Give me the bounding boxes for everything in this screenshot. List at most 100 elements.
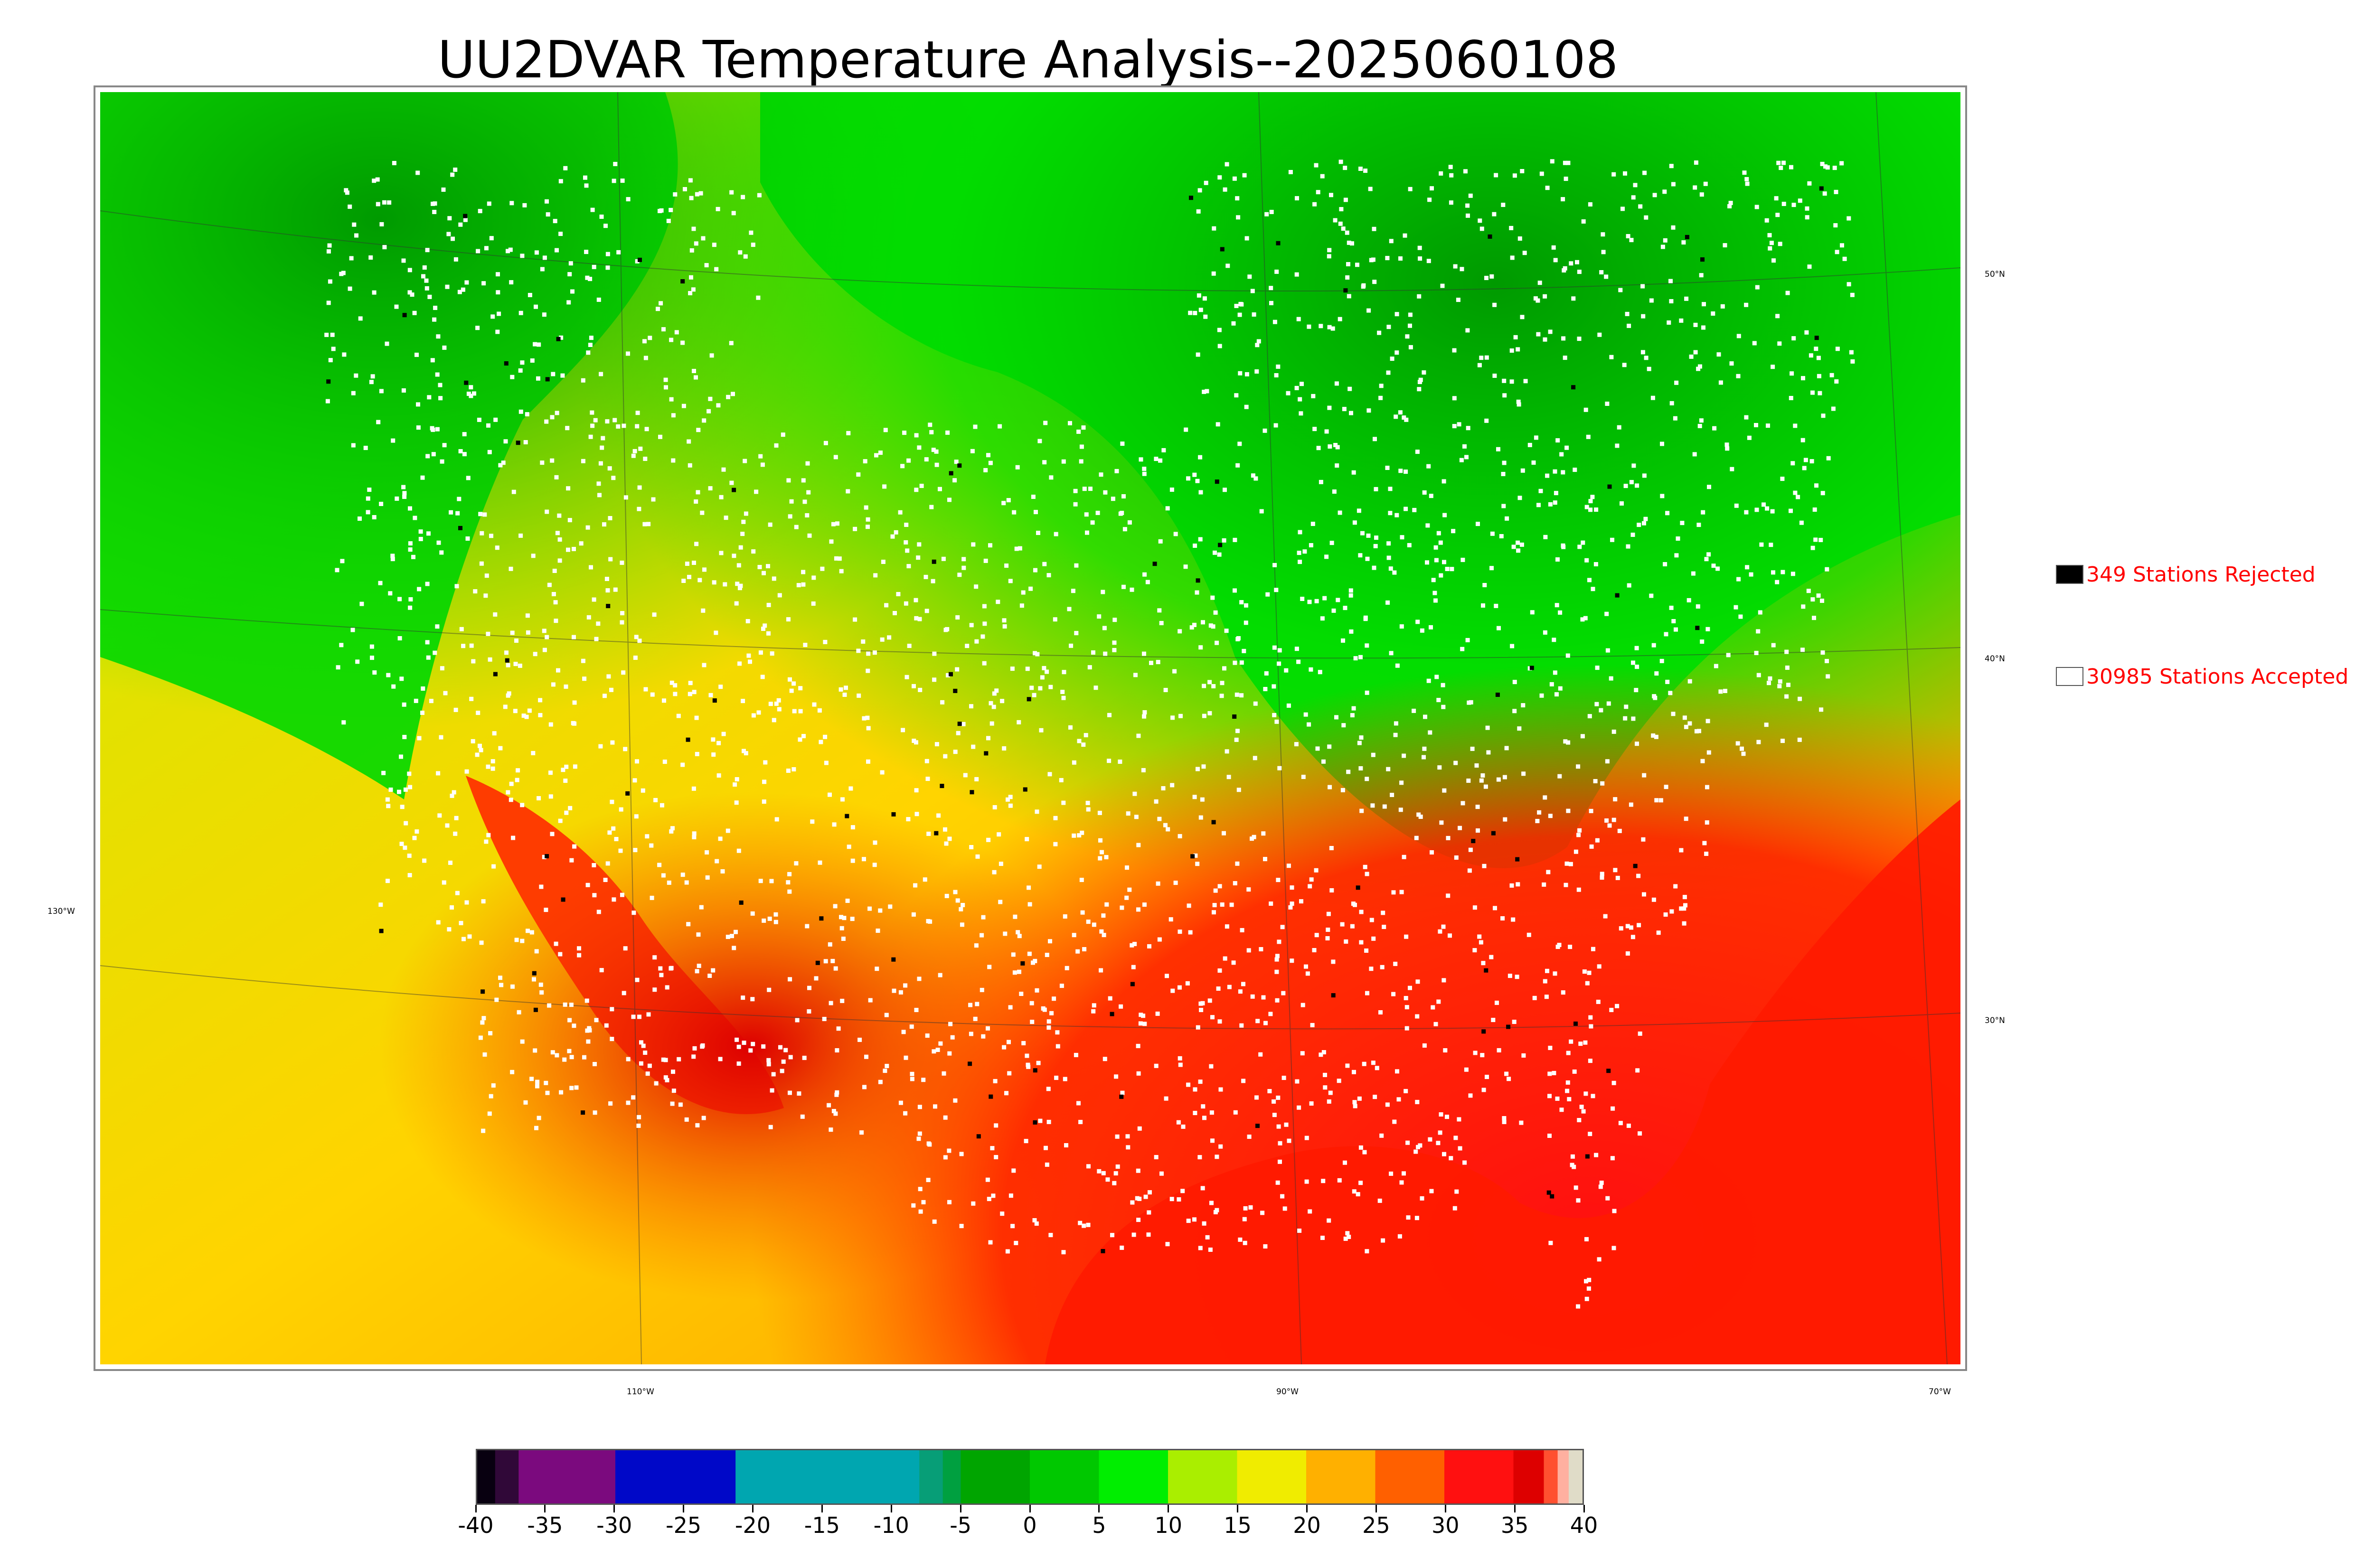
accepted-station-marker [1517,726,1522,731]
accepted-station-marker [847,845,851,849]
accepted-station-marker [1553,971,1557,976]
accepted-station-marker [1704,557,1709,562]
accepted-station-marker [1188,310,1193,315]
accepted-station-marker [1664,785,1668,789]
accepted-station-marker [1551,245,1556,250]
accepted-station-marker [379,222,384,226]
accepted-station-marker [1178,629,1182,634]
accepted-station-marker [1017,720,1021,724]
accepted-station-marker [1789,508,1793,513]
accepted-station-marker [413,516,417,520]
accepted-station-marker [1662,189,1667,194]
accepted-station-marker [697,578,702,582]
rejected-station-marker [1606,1069,1611,1073]
accepted-station-marker [1016,930,1020,935]
rejected-station-marker [561,897,565,902]
accepted-station-marker [1846,216,1851,221]
accepted-station-marker [1415,620,1420,624]
accepted-station-marker [1543,294,1547,299]
accepted-station-marker [786,478,791,483]
accepted-station-marker [1642,521,1646,526]
accepted-station-marker [652,955,657,960]
accepted-station-marker [518,368,523,373]
rejected-station-marker [1356,885,1360,890]
accepted-station-marker [524,714,529,719]
accepted-station-marker [762,918,766,923]
accepted-station-marker [1359,735,1364,740]
accepted-station-marker [1393,732,1398,737]
accepted-station-marker [812,702,817,707]
accepted-station-marker [950,1035,955,1040]
accepted-station-marker [403,787,408,792]
accepted-station-marker [1642,170,1647,175]
accepted-station-marker [1338,221,1343,226]
accepted-station-marker [980,987,984,992]
accepted-station-marker [1669,909,1674,914]
accepted-station-marker [1449,200,1453,205]
accepted-station-marker [1466,779,1471,783]
accepted-station-marker [508,247,513,252]
accepted-station-marker [1225,924,1229,929]
accepted-station-marker [1198,815,1203,820]
accepted-station-marker [1575,260,1579,264]
accepted-station-marker [1542,882,1546,887]
accepted-station-marker [1460,647,1465,651]
temperature-map[interactable] [94,85,1967,1371]
accepted-station-marker [1485,725,1490,730]
accepted-station-marker [1233,588,1237,593]
accepted-station-marker [1329,846,1334,850]
accepted-station-marker [1233,660,1237,665]
rejected-station-marker [480,989,485,994]
accepted-station-marker [442,443,447,448]
colorbar-tick-mark [1098,1505,1100,1512]
accepted-station-marker [1736,334,1741,338]
accepted-station-marker [1740,746,1744,751]
accepted-station-marker [1212,910,1216,915]
accepted-station-marker [1272,563,1277,567]
accepted-station-marker [1398,410,1403,415]
accepted-station-marker [1178,985,1182,990]
accepted-station-marker [1547,1094,1552,1099]
accepted-station-marker [1405,1140,1410,1145]
accepted-station-marker [853,617,857,622]
accepted-station-marker [1029,1001,1034,1005]
accepted-station-marker [741,699,745,704]
accepted-station-marker [626,351,630,356]
accepted-station-marker [516,768,520,773]
accepted-station-marker [1059,984,1064,988]
accepted-station-marker [718,1057,723,1061]
accepted-station-marker [499,983,504,987]
accepted-station-marker [1597,964,1602,969]
accepted-station-marker [1008,803,1013,808]
accepted-station-marker [1469,700,1473,704]
accepted-station-marker [1244,620,1248,625]
accepted-station-marker [469,385,473,390]
accepted-station-marker [1502,1116,1507,1120]
accepted-station-marker [929,430,934,434]
accepted-station-marker [881,560,886,564]
accepted-station-marker [455,891,460,895]
accepted-station-marker [1533,296,1538,301]
accepted-station-marker [533,1048,537,1053]
rejected-station-marker [957,722,962,726]
accepted-station-marker [1516,540,1520,545]
accepted-station-marker [590,410,594,415]
accepted-station-marker [540,267,545,272]
accepted-station-marker [1161,448,1166,452]
accepted-station-marker [1032,1218,1037,1222]
accepted-station-marker [842,693,847,697]
accepted-station-marker [563,166,568,170]
accepted-station-marker [914,433,919,438]
accepted-station-marker [1112,1181,1117,1185]
accepted-station-marker [1754,507,1759,512]
accepted-station-marker [1222,831,1226,836]
accepted-station-marker [1307,600,1312,604]
accepted-station-marker [1576,887,1581,892]
accepted-station-marker [1235,729,1240,733]
accepted-station-marker [1183,564,1188,569]
accepted-station-marker [862,716,867,721]
accepted-station-marker [418,536,423,541]
accepted-station-marker [1454,855,1459,860]
accepted-station-marker [1273,423,1278,428]
accepted-station-marker [1217,1019,1222,1024]
